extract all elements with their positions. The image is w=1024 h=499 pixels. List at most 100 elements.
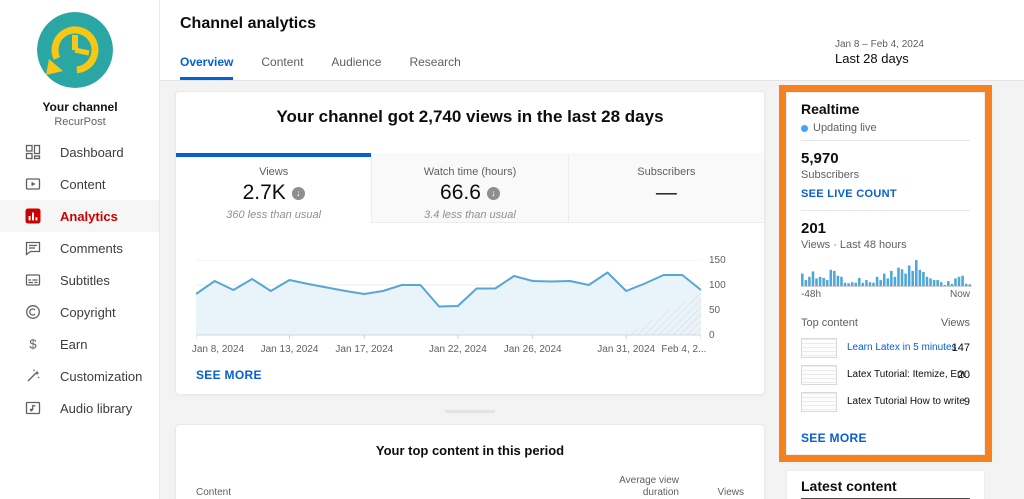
x-axis-tick-label: Feb 4, 2...	[661, 344, 707, 355]
sidebar-item-content[interactable]: Content	[0, 168, 159, 200]
video-thumbnail	[801, 392, 837, 412]
video-views: 147	[951, 342, 970, 354]
top-content-row[interactable]: Learn Latex in 5 minutes 147	[801, 335, 970, 362]
metric-value: 66.6	[440, 181, 481, 204]
realtime-title: Realtime	[801, 101, 860, 117]
realtime-views-label: Views · Last 48 hours	[801, 239, 907, 251]
sidebar-item-label: Comments	[60, 240, 123, 256]
audio-library-icon	[24, 400, 41, 417]
video-title-link[interactable]: Latex Tutorial: Itemize, Enum...	[847, 369, 965, 380]
y-axis-tick-label: 150	[709, 255, 726, 266]
earn-icon: $	[24, 336, 41, 353]
channel-avatar[interactable]	[37, 12, 113, 88]
metric-value: —	[655, 181, 677, 204]
video-views: 20	[957, 369, 970, 381]
list-header-top-content: Top content	[801, 317, 858, 329]
svg-text:$: $	[29, 337, 37, 352]
axis-left-label: -48h	[801, 289, 822, 300]
sidebar-item-dashboard[interactable]: Dashboard	[0, 136, 159, 168]
metric-label: Subscribers	[637, 166, 696, 178]
sidebar-item-label: Subtitles	[60, 272, 110, 288]
realtime-axis-labels: -48h Now	[801, 289, 970, 300]
sidebar-item-analytics[interactable]: Analytics	[0, 200, 159, 232]
x-axis-tick-label: Jan 22, 2024	[428, 344, 487, 355]
dashboard-icon	[24, 144, 41, 161]
y-axis-tick-label: 0	[709, 330, 715, 341]
realtime-bar-chart	[801, 259, 972, 287]
sidebar-item-copyright[interactable]: Copyright	[0, 296, 159, 328]
channel-name: RecurPost	[54, 116, 106, 128]
metric-label: Views	[259, 166, 289, 178]
sidebar-item-audio-library[interactable]: Audio library	[0, 392, 159, 424]
metric-tab-views[interactable]: Views 2.7K ↓ 360 less than usual	[176, 153, 372, 223]
analytics-icon	[24, 208, 41, 225]
axis-right-label: Now	[949, 289, 970, 300]
updating-live-label: Updating live	[813, 122, 877, 134]
tab-overview[interactable]: Overview	[180, 55, 234, 80]
tab-research[interactable]: Research	[409, 55, 461, 69]
trend-down-icon: ↓	[291, 186, 305, 200]
see-live-count-link[interactable]: SEE LIVE COUNT	[801, 188, 897, 200]
subscriber-label: Subscribers	[801, 169, 860, 181]
video-title-link[interactable]: Learn Latex in 5 minutes	[847, 342, 957, 353]
realtime-status: Updating live	[801, 122, 970, 134]
x-axis-tick-label: Jan 17, 2024	[335, 344, 394, 355]
top-content-row[interactable]: Latex Tutorial: Itemize, Enum... 20	[801, 362, 970, 389]
top-content-title: Your top content in this period	[375, 443, 565, 458]
content-icon	[24, 176, 41, 193]
see-more-link[interactable]: SEE MORE	[196, 368, 262, 382]
column-header-views: Views	[717, 487, 745, 498]
x-axis-tick-label: Jan 31, 2024	[597, 344, 656, 355]
subtitles-icon	[24, 272, 41, 289]
realtime-see-more-link[interactable]: SEE MORE	[801, 431, 867, 445]
top-content-row[interactable]: Latex Tutorial How to write m... 9	[801, 389, 970, 416]
y-axis-labels: 150 100 50 0	[709, 255, 739, 342]
live-dot-icon	[801, 124, 808, 132]
x-axis-tick-label: Jan 13, 2024	[260, 344, 319, 355]
page-title: Channel analytics	[180, 15, 317, 32]
sidebar-item-label: Audio library	[60, 400, 133, 416]
copyright-icon	[24, 304, 41, 321]
views-line-chart	[196, 260, 701, 344]
latest-content-title: Latest content	[801, 478, 897, 494]
y-axis-tick-label: 50	[709, 305, 721, 316]
page-header: Channel analytics Overview Content Audie…	[160, 0, 1024, 81]
tab-audience[interactable]: Audience	[331, 55, 382, 69]
realtime-card: Realtime Updating live 5,970 Subscribers…	[786, 92, 985, 455]
date-preset-text: Last 28 days	[835, 51, 909, 66]
x-axis-tick-label: Jan 26, 2024	[503, 344, 562, 355]
section-divider	[445, 410, 495, 413]
x-axis-labels: Jan 8, 2024 Jan 13, 2024 Jan 17, 2024 Jan 2…	[192, 344, 707, 358]
metric-note: 360 less than usual	[226, 209, 322, 221]
metric-tab-subscribers[interactable]: Subscribers —	[567, 153, 764, 223]
video-views: 9	[963, 396, 970, 408]
sidebar-menu: Dashboard Content An	[0, 136, 159, 424]
sidebar-item-subtitles[interactable]: Subtitles	[0, 264, 159, 296]
views-headline: Your channel got 2,740 views in the last…	[276, 107, 664, 126]
subscriber-count: 5,970	[801, 150, 839, 167]
sidebar-item-comments[interactable]: Comments	[0, 232, 159, 264]
metric-note: 3.4 less than usual	[424, 209, 516, 221]
video-title-link[interactable]: Latex Tutorial How to write m...	[847, 396, 965, 407]
channel-label: Your channel	[42, 100, 118, 114]
sidebar-item-label: Customization	[60, 368, 143, 384]
sidebar-item-earn[interactable]: $ Earn	[0, 328, 159, 360]
sidebar-item-label: Dashboard	[60, 144, 124, 160]
metric-value: 2.7K	[242, 181, 286, 204]
overview-card: Your channel got 2,740 views in the last…	[175, 91, 765, 395]
video-thumbnail	[801, 338, 837, 358]
sidebar-item-label: Earn	[60, 336, 88, 352]
tab-content[interactable]: Content	[261, 55, 304, 69]
metric-tab-watch-time[interactable]: Watch time (hours) 66.6 ↓ 3.4 less than u…	[371, 153, 568, 223]
date-range-picker[interactable]: Jan 8 – Feb 4, 2024 Last 28 days	[828, 34, 1024, 72]
y-axis-tick-label: 100	[709, 280, 726, 291]
sidebar-item-label: Analytics	[60, 208, 118, 224]
latest-content-card: Latest content	[786, 470, 985, 499]
column-header-content: Content	[196, 487, 232, 498]
sidebar: Your channel RecurPost Dashboard Content	[0, 0, 160, 499]
comments-icon	[24, 240, 41, 257]
metric-tabs: Views 2.7K ↓ 360 less than usual Watch ti…	[176, 153, 764, 223]
sidebar-item-customization[interactable]: Customization	[0, 360, 159, 392]
realtime-views-count: 201	[801, 220, 827, 237]
